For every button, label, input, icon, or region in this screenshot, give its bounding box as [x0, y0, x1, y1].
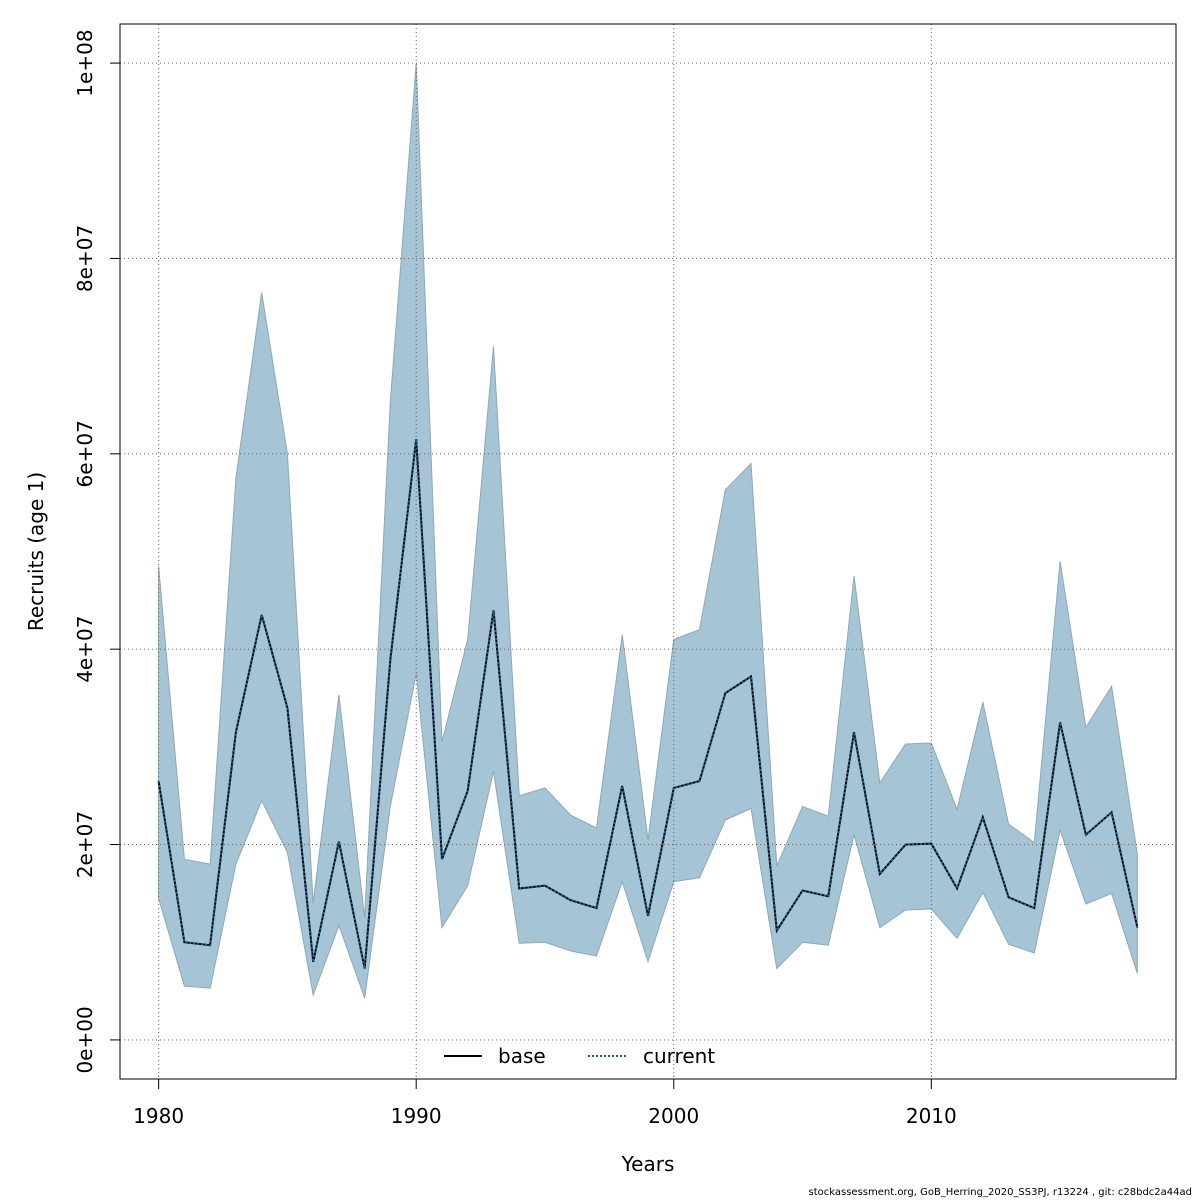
- y-tick-label-2: 4e+07: [73, 616, 97, 683]
- x-axis-title: Years: [621, 1152, 675, 1176]
- x-tick-label-2000: 2000: [648, 1104, 699, 1128]
- y-tick-label-3: 6e+07: [73, 420, 97, 487]
- y-tick-label-1: 2e+07: [73, 811, 97, 878]
- footer-credit: stockassessment.org, GoB_Herring_2020_SS…: [808, 1187, 1193, 1198]
- x-tick-label-1990: 1990: [391, 1104, 442, 1128]
- y-tick-label-0: 0e+00: [73, 1006, 97, 1073]
- legend-label-current: current: [643, 1044, 715, 1068]
- series-line-current: [157, 439, 1139, 969]
- y-tick-label-4: 8e+07: [73, 225, 97, 292]
- y-axis-title: Recruits (age 1): [24, 472, 48, 631]
- series-lines-layer: [157, 439, 1139, 969]
- y-tick-label-5: 1e+08: [73, 29, 97, 96]
- axes-layer: 1980 1990 2000 2010 0e+00 2e+07 4e+07 6e+07 8e+0…: [73, 29, 957, 1128]
- confidence-band: [158, 63, 1138, 999]
- legend-label-base: base: [498, 1044, 546, 1068]
- legend: base current: [444, 1044, 715, 1068]
- plot-frame: [119, 23, 1177, 1080]
- x-tick-label-2010: 2010: [906, 1104, 957, 1128]
- confidence-band-layer: [158, 63, 1138, 999]
- grid-layer: [120, 24, 1176, 1079]
- x-tick-label-1980: 1980: [133, 1104, 184, 1128]
